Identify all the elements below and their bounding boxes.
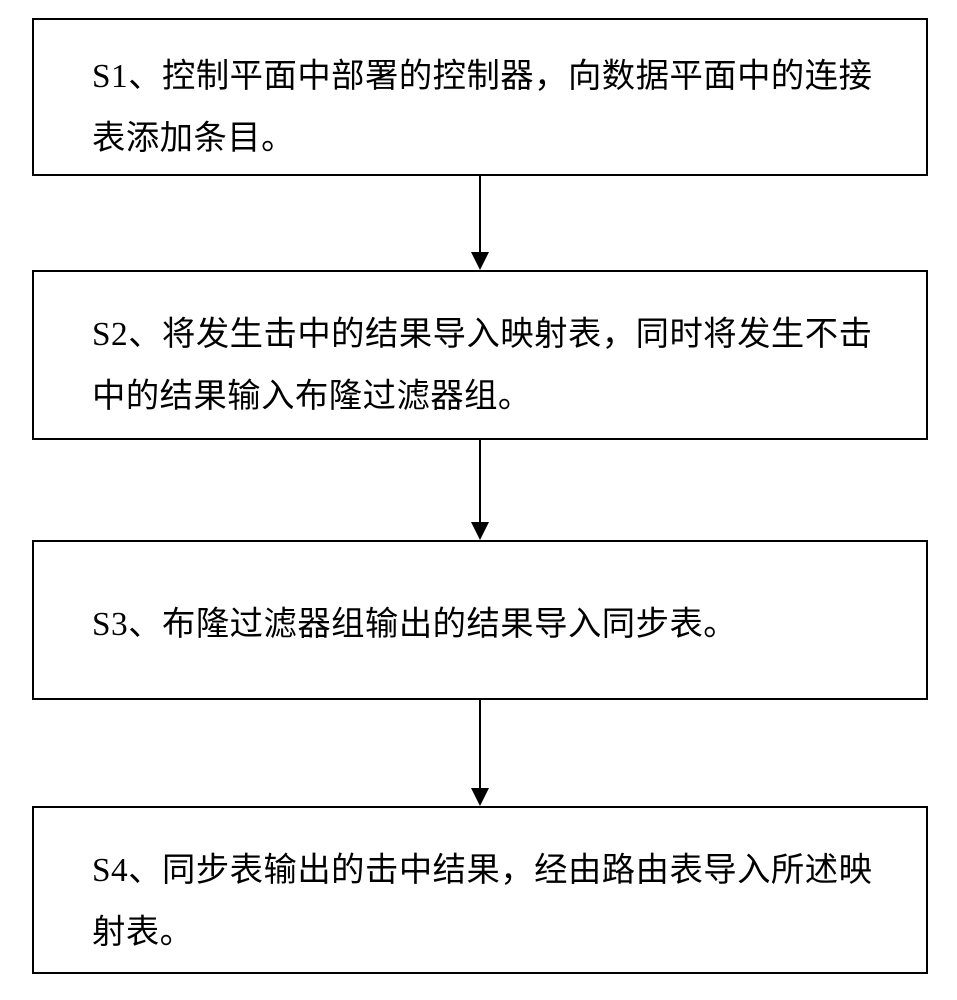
flow-arrow-head-icon: [471, 252, 489, 270]
flow-node-s2: S2、将发生击中的结果导入映射表，同时将发生不击中的结果输入布隆过滤器组。: [32, 270, 928, 440]
flow-arrow-head-icon: [471, 522, 489, 540]
flow-arrow-line: [479, 440, 481, 524]
flow-arrow-line: [479, 176, 481, 254]
flow-node-text: S3、布隆过滤器组输出的结果导入同步表。: [92, 594, 737, 656]
flow-node-s1: S1、控制平面中部署的控制器，向数据平面中的连接表添加条目。: [32, 18, 928, 176]
flow-arrow-head-icon: [471, 788, 489, 806]
flow-node-text: S1、控制平面中部署的控制器，向数据平面中的连接表添加条目。: [92, 46, 906, 169]
flow-node-text: S2、将发生击中的结果导入映射表，同时将发生不击中的结果输入布隆过滤器组。: [92, 304, 906, 427]
flow-node-s3: S3、布隆过滤器组输出的结果导入同步表。: [32, 540, 928, 700]
flow-node-s4: S4、同步表输出的击中结果，经由路由表导入所述映射表。: [32, 806, 928, 974]
flow-arrow-line: [479, 700, 481, 790]
flow-node-text: S4、同步表输出的击中结果，经由路由表导入所述映射表。: [92, 840, 906, 963]
flowchart-canvas: S1、控制平面中部署的控制器，向数据平面中的连接表添加条目。 S2、将发生击中的结…: [0, 0, 957, 1000]
